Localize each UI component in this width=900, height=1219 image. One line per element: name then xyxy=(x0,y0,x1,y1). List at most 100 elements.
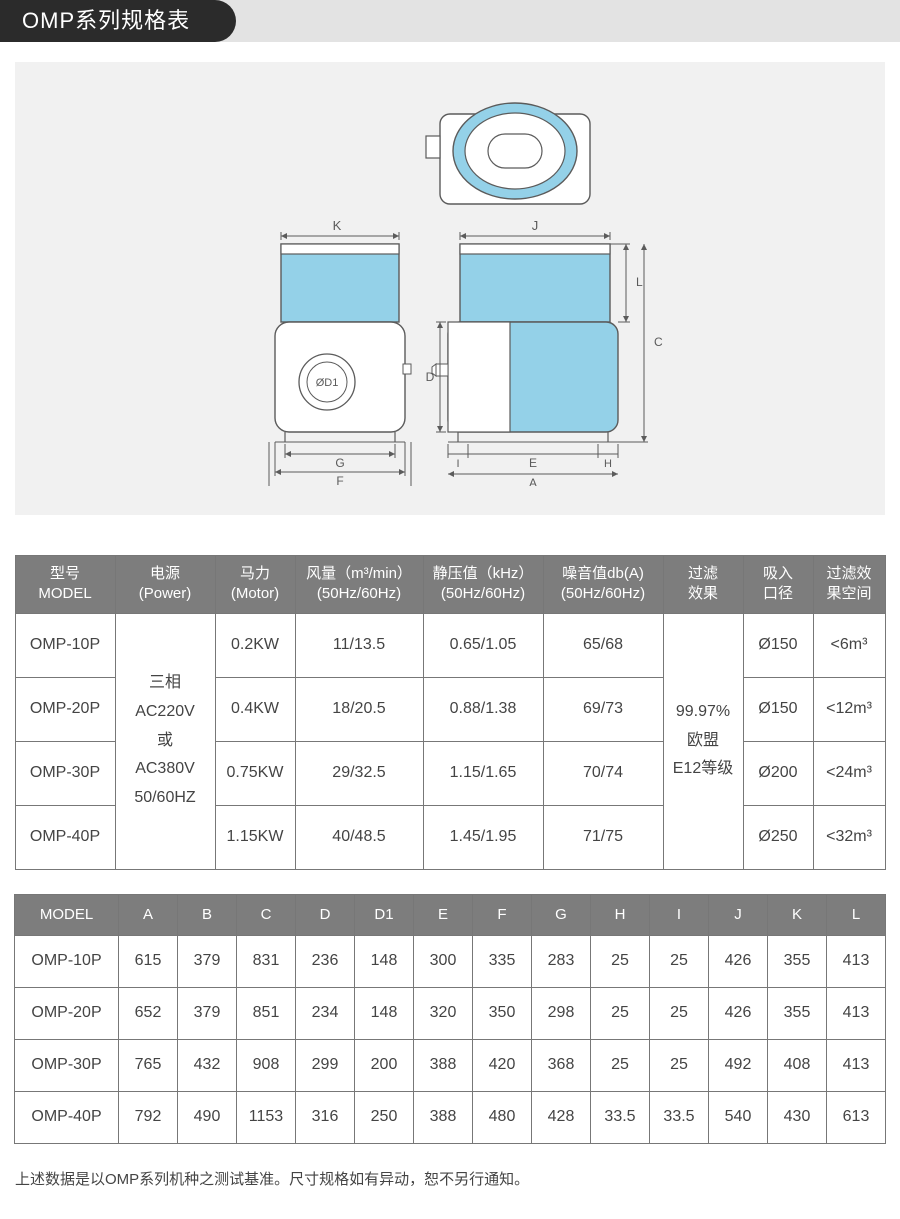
dim-header-cell: L xyxy=(827,894,886,935)
dim-cell: 615 xyxy=(119,935,178,987)
dim-cell: 320 xyxy=(414,987,473,1039)
dim-header-cell: I xyxy=(650,894,709,935)
dim-cell: 234 xyxy=(296,987,355,1039)
dim-cell: 413 xyxy=(827,1039,886,1091)
spec-header-cell: 风量（m³/min）(50Hz/60Hz) xyxy=(295,556,423,614)
dim-cell: 25 xyxy=(591,1039,650,1091)
dim-cell: 765 xyxy=(119,1039,178,1091)
spec-cell: 0.75KW xyxy=(215,741,295,805)
dim-label-E: E xyxy=(529,456,537,470)
spec-cell: Ø250 xyxy=(743,805,813,869)
dim-cell: 355 xyxy=(768,935,827,987)
dim-cell: 831 xyxy=(237,935,296,987)
dim-cell: 388 xyxy=(414,1091,473,1143)
dim-cell: OMP-30P xyxy=(15,1039,119,1091)
dim-cell: 792 xyxy=(119,1091,178,1143)
spec-cell: 1.15/1.65 xyxy=(423,741,543,805)
spec-cell: 40/48.5 xyxy=(295,805,423,869)
dim-cell: 335 xyxy=(473,935,532,987)
dim-label-I: I xyxy=(456,458,459,470)
spec-cell: OMP-10P xyxy=(15,613,115,677)
dim-cell: 25 xyxy=(650,1039,709,1091)
dim-label-D: D xyxy=(426,370,435,384)
dim-header-cell: J xyxy=(709,894,768,935)
dim-cell: 428 xyxy=(532,1091,591,1143)
dim-label-L: L xyxy=(636,275,643,289)
dim-cell: 420 xyxy=(473,1039,532,1091)
dim-header-cell: H xyxy=(591,894,650,935)
spec-cell: 1.45/1.95 xyxy=(423,805,543,869)
spec-cell: <6m³ xyxy=(813,613,885,677)
dim-label-J: J xyxy=(532,218,539,233)
spec-cell: <12m³ xyxy=(813,677,885,741)
spec-cell: 0.2KW xyxy=(215,613,295,677)
spec-header-cell: 过滤效果 xyxy=(663,556,743,614)
dim-header-cell: F xyxy=(473,894,532,935)
spec-cell: 0.65/1.05 xyxy=(423,613,543,677)
spec-table: 型号MODEL电源(Power)马力(Motor)风量（m³/min）(50Hz… xyxy=(15,555,886,870)
dim-cell: 540 xyxy=(709,1091,768,1143)
spec-cell: OMP-20P xyxy=(15,677,115,741)
dim-cell: 25 xyxy=(650,935,709,987)
dim-cell: 350 xyxy=(473,987,532,1039)
dim-row: OMP-30P765432908299200388420368252549240… xyxy=(15,1039,886,1091)
dim-cell: 908 xyxy=(237,1039,296,1091)
spec-cell: OMP-40P xyxy=(15,805,115,869)
dim-row: OMP-40P792490115331625038848042833.533.5… xyxy=(15,1091,886,1143)
header-bar: OMP系列规格表 xyxy=(0,0,900,42)
dim-cell: 299 xyxy=(296,1039,355,1091)
dim-header-cell: K xyxy=(768,894,827,935)
dim-cell: OMP-40P xyxy=(15,1091,119,1143)
spec-cell: 29/32.5 xyxy=(295,741,423,805)
dim-cell: 316 xyxy=(296,1091,355,1143)
dim-row: OMP-20P652379851234148320350298252542635… xyxy=(15,987,886,1039)
dim-cell: 652 xyxy=(119,987,178,1039)
dim-cell: 283 xyxy=(532,935,591,987)
dim-header-cell: D xyxy=(296,894,355,935)
dim-cell: 408 xyxy=(768,1039,827,1091)
technical-drawing: K ØD1 xyxy=(235,86,665,491)
dim-label-K: K xyxy=(333,218,342,233)
dim-cell: OMP-10P xyxy=(15,935,119,987)
spec-cell: <24m³ xyxy=(813,741,885,805)
dim-cell: 368 xyxy=(532,1039,591,1091)
spec-cell: 11/13.5 xyxy=(295,613,423,677)
dim-cell: 379 xyxy=(178,935,237,987)
dim-cell: 613 xyxy=(827,1091,886,1143)
dim-cell: 388 xyxy=(414,1039,473,1091)
dim-cell: 426 xyxy=(709,935,768,987)
dim-header-cell: MODEL xyxy=(15,894,119,935)
spec-cell: 70/74 xyxy=(543,741,663,805)
spec-cell: 69/73 xyxy=(543,677,663,741)
spec-cell: Ø150 xyxy=(743,613,813,677)
spec-cell: 0.4KW xyxy=(215,677,295,741)
dim-cell: 413 xyxy=(827,987,886,1039)
spec-cell: 71/75 xyxy=(543,805,663,869)
spec-header-cell: 过滤效果空间 xyxy=(813,556,885,614)
dim-cell: 851 xyxy=(237,987,296,1039)
spec-header-cell: 电源(Power) xyxy=(115,556,215,614)
spec-cell: 18/20.5 xyxy=(295,677,423,741)
spec-cell: <32m³ xyxy=(813,805,885,869)
spec-cell: Ø150 xyxy=(743,677,813,741)
dim-cell: 432 xyxy=(178,1039,237,1091)
dim-header-cell: A xyxy=(119,894,178,935)
dim-cell: 298 xyxy=(532,987,591,1039)
dim-label-G: G xyxy=(335,456,344,470)
diagram-area: K ØD1 xyxy=(15,62,885,515)
dim-cell: 413 xyxy=(827,935,886,987)
spec-cell: OMP-30P xyxy=(15,741,115,805)
dim-cell: 300 xyxy=(414,935,473,987)
dim-header-cell: B xyxy=(178,894,237,935)
dim-cell: 492 xyxy=(709,1039,768,1091)
spec-header-cell: 马力(Motor) xyxy=(215,556,295,614)
spec-header-cell: 吸入口径 xyxy=(743,556,813,614)
dim-cell: 379 xyxy=(178,987,237,1039)
dim-header-cell: G xyxy=(532,894,591,935)
dim-cell: 480 xyxy=(473,1091,532,1143)
dim-cell: 1153 xyxy=(237,1091,296,1143)
spec-cell: Ø200 xyxy=(743,741,813,805)
dim-cell: 25 xyxy=(591,935,650,987)
dim-cell: 426 xyxy=(709,987,768,1039)
spec-header-cell: 静压值（kHz）(50Hz/60Hz) xyxy=(423,556,543,614)
